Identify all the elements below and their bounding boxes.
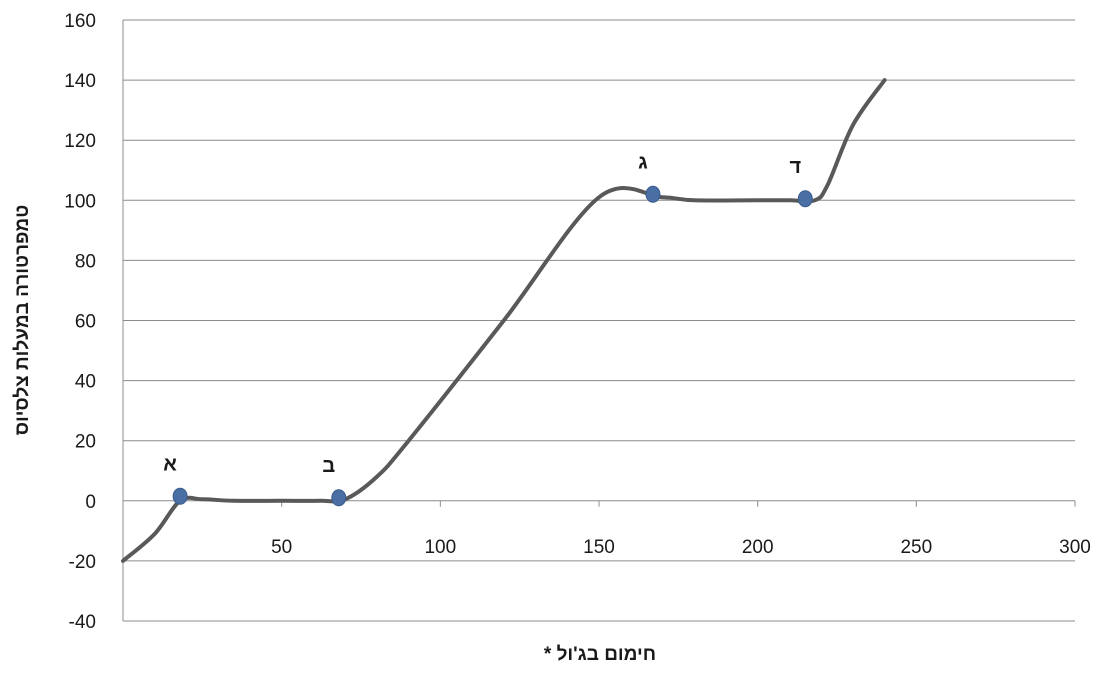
point-label: ד — [789, 156, 801, 178]
y-tick-label: -20 — [69, 552, 96, 573]
y-tick-label: 80 — [75, 251, 96, 272]
point-marker — [331, 489, 347, 507]
gridlines — [123, 19, 1075, 622]
point-marker — [797, 190, 813, 208]
axes — [122, 20, 1076, 621]
y-tick-label: 160 — [64, 11, 96, 32]
y-tick-label: 40 — [75, 372, 96, 393]
y-tick-label: 120 — [64, 131, 96, 152]
y-tick-label: 100 — [64, 191, 96, 212]
y-tick-label: 60 — [75, 312, 96, 333]
y-tick-label: 20 — [75, 432, 96, 453]
x-tick-label: 150 — [583, 537, 615, 558]
point-marker — [645, 185, 661, 203]
x-tick-label: 300 — [1059, 537, 1091, 558]
x-tick-label: 100 — [424, 537, 456, 558]
x-tick-label: 50 — [271, 537, 292, 558]
point-label: א — [163, 453, 177, 475]
point-marker — [172, 487, 188, 505]
y-tick-label: 140 — [64, 71, 96, 92]
y-tick-label: -40 — [69, 612, 96, 633]
tick-labels: -40 -20 0 20 40 60 80 100 120 140 160 50 100 150 200 25… — [64, 11, 1091, 633]
x-tick-label: 250 — [900, 537, 932, 558]
y-axis-title: טמפרטורה במעלות צלסיוס — [12, 205, 33, 436]
y-tick-label: 0 — [85, 492, 96, 513]
x-tick-label: 200 — [742, 537, 774, 558]
point-label: ג — [638, 151, 648, 173]
point-label: ב — [322, 455, 335, 477]
x-axis-title: חימום בג'ול * — [544, 644, 656, 665]
markers — [172, 185, 813, 507]
